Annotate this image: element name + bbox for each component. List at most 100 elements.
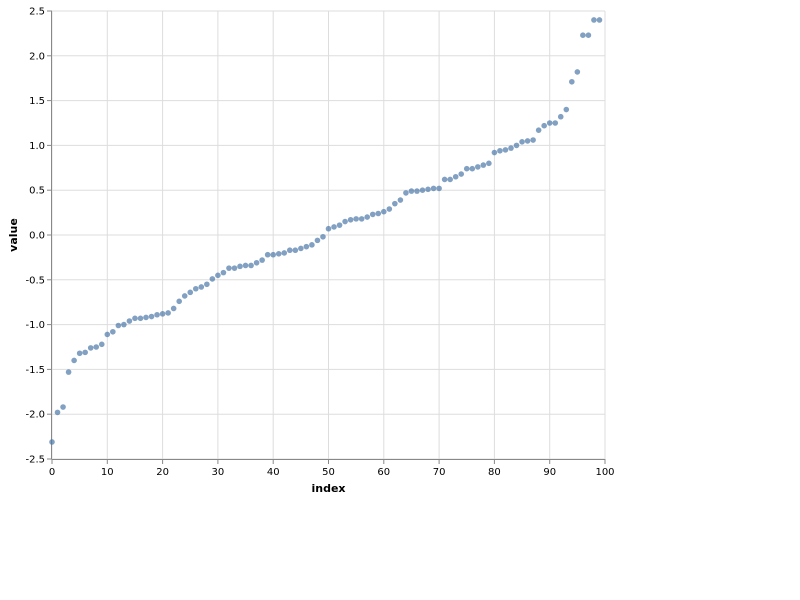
data-point [502,147,509,153]
y-tick-label: -1.5 [25,365,45,376]
data-point [535,127,542,133]
data-point [292,247,299,254]
x-tick-label: 40 [267,467,280,478]
data-point [320,233,326,240]
y-tick-label: 2.5 [29,7,45,18]
data-point [204,281,210,288]
data-point [148,313,155,320]
data-point [519,139,525,145]
data-point [408,188,415,194]
data-point [215,272,221,279]
data-point [342,218,348,225]
y-tick-label: -0.5 [25,275,45,286]
y-tick-label: -2.5 [25,455,45,466]
data-point [541,122,547,129]
data-point [475,164,481,170]
data-point [60,404,66,410]
x-tick-label: 70 [433,467,446,478]
data-point [65,369,72,375]
data-point [574,69,581,75]
x-tick-label: 60 [377,467,390,478]
data-point [187,289,194,296]
data-point [220,269,227,276]
data-point [403,190,409,196]
data-point [49,439,55,445]
y-tick-label: 0.0 [29,231,45,242]
data-points [49,17,603,445]
data-point [154,311,160,318]
x-tick-label: 20 [156,467,169,478]
data-point [397,197,404,203]
data-point [530,137,536,143]
data-point [369,211,376,218]
data-point [126,318,133,324]
data-point [386,206,393,212]
data-point [513,142,520,149]
data-point [447,176,453,183]
data-point [104,331,111,338]
data-point [264,251,271,258]
data-point [491,149,498,156]
data-point [110,328,116,335]
data-point [458,171,465,177]
data-point [181,293,188,299]
data-point [275,251,282,257]
data-point [298,245,304,252]
data-point [237,263,243,270]
data-point [242,262,249,269]
data-point [569,78,575,85]
data-point [198,284,205,290]
y-tick-label: 0.5 [29,186,45,197]
x-tick-label: 10 [101,467,114,478]
data-point [596,17,603,23]
x-tick-label: 90 [543,467,556,478]
data-point [563,106,570,113]
data-point [170,305,177,312]
data-point [497,147,503,154]
data-point [508,145,514,151]
data-point [336,222,343,228]
axes: 0 10 20 30 40 50 60 70 80 90 100 -2.5 -2.0 -1.5 -1.0 -0… [25,7,614,479]
data-point [303,243,310,250]
data-point [480,162,487,168]
data-point [143,314,149,321]
data-point [231,265,238,271]
data-point [463,165,470,172]
x-tick-label: 0 [49,467,55,478]
data-point [248,262,254,269]
data-point [281,250,288,256]
data-point [82,349,88,356]
data-point [580,32,586,38]
y-tick-label: -2.0 [25,410,45,421]
data-point [93,344,100,350]
data-point [524,138,531,144]
x-tick-label: 100 [595,467,614,478]
data-point [137,315,144,322]
x-axis-title: index [311,482,345,495]
data-point [557,113,564,120]
data-point [358,216,365,222]
data-point [331,224,337,230]
data-point [381,208,387,215]
data-point [54,409,61,416]
data-point [585,32,592,38]
data-point [552,120,559,126]
data-point [364,214,371,220]
data-point [176,298,182,305]
data-point [115,322,122,329]
x-tick-label: 30 [212,467,225,478]
data-point [209,276,216,282]
data-point [159,311,166,317]
y-tick-label: 1.0 [29,141,45,152]
data-point [71,357,77,364]
data-point [436,185,442,192]
data-point [546,120,553,126]
data-point [121,321,127,328]
y-tick-label: 1.5 [29,96,45,107]
data-point [76,350,83,357]
data-point [87,345,94,351]
data-point [414,188,420,194]
x-tick-label: 80 [488,467,501,478]
data-point [347,216,354,223]
data-point [419,187,426,193]
